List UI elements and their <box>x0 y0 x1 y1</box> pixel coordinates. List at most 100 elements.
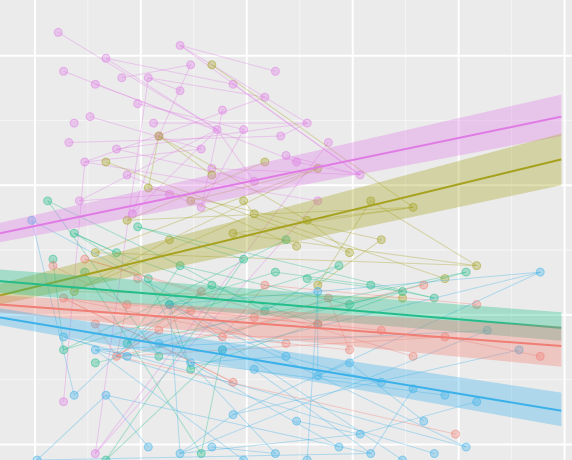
series-2-segment-22 <box>116 252 318 325</box>
series-0-point-6 <box>196 144 206 154</box>
series-2-segment-23 <box>349 271 467 305</box>
series-3-point-23 <box>228 377 238 387</box>
series-3-point-24 <box>450 429 460 439</box>
series-2-segment-11 <box>190 291 403 370</box>
series-4-segment-6 <box>253 368 372 454</box>
series-0-segment-13 <box>84 96 265 163</box>
series-1-point-20 <box>239 196 249 206</box>
series-0-segment-29 <box>132 129 218 215</box>
series-4-segment-21 <box>105 394 371 455</box>
series-3-segment-19 <box>327 297 351 351</box>
series-0-segment-31 <box>63 161 86 402</box>
series-0-point-18 <box>292 157 302 167</box>
series-0-point-37 <box>276 131 286 141</box>
series-1-segment-1 <box>147 135 160 188</box>
series-4-point-6 <box>249 364 259 374</box>
series-1-point-8 <box>249 209 259 219</box>
series-0-confidence-band <box>0 94 562 243</box>
series-0-point-19 <box>59 66 69 76</box>
series-2-point-9 <box>334 261 344 271</box>
series-1-segment-18 <box>306 219 350 254</box>
series-4-segment-5 <box>222 271 541 351</box>
series-4-point-19 <box>302 455 312 460</box>
series-2-point-5 <box>207 280 217 290</box>
series-3-fit <box>0 295 562 367</box>
series-2-point-29 <box>345 300 355 310</box>
series-1-segment-5 <box>370 200 477 267</box>
series-3-segment-17 <box>116 291 202 357</box>
series-0-point-7 <box>217 105 227 115</box>
series-3-point-17 <box>196 287 206 297</box>
series-3-point-20 <box>419 280 429 290</box>
series-0-segment-16 <box>211 167 361 176</box>
series-3-point-16 <box>133 274 143 284</box>
series-0-segment-24 <box>57 31 218 131</box>
series-4-segment-7 <box>31 219 287 357</box>
series-1-trend-line <box>0 158 562 297</box>
series-4-point-17 <box>239 455 249 460</box>
series-3-segment-9 <box>95 323 350 351</box>
series-0-segment-11 <box>179 44 308 124</box>
series-0-segment-36 <box>216 129 255 182</box>
series-1-segment-17 <box>190 200 297 247</box>
series-3-trend-line <box>0 303 562 347</box>
series-0-segment-25 <box>179 44 361 176</box>
series-3-point-6 <box>249 312 259 322</box>
series-1-point-1 <box>154 131 164 141</box>
series-0-segment-32 <box>94 200 319 454</box>
series-2-point-6 <box>239 254 249 264</box>
series-2-segment-28 <box>169 304 192 370</box>
series-4-point-30 <box>419 416 429 426</box>
series-1-point-23 <box>313 280 323 290</box>
series-3-point-0 <box>59 293 69 303</box>
series-3-point-2 <box>122 300 132 310</box>
series-4-point-27 <box>228 410 238 420</box>
series-4-segment-13 <box>360 401 477 435</box>
series-2-segment-4 <box>126 265 181 344</box>
series-0-point-21 <box>143 73 153 83</box>
series-0-point-36 <box>212 125 222 135</box>
series-4-segment-36 <box>169 271 541 306</box>
series-3-point-22 <box>112 351 122 361</box>
series-3-point-7 <box>281 338 291 348</box>
series-4-segment-18 <box>190 362 276 454</box>
series-3-point-15 <box>80 254 90 264</box>
series-4-segment-24 <box>169 304 467 448</box>
series-0-segment-23 <box>105 57 234 85</box>
series-0-point-1 <box>90 79 100 89</box>
series-0-segment-1 <box>95 83 218 131</box>
series-3-point-21 <box>48 261 58 271</box>
series-1-point-17 <box>292 241 302 251</box>
series-4-segment-14 <box>105 394 149 448</box>
series-0-point-13 <box>80 157 90 167</box>
series-3-point-11 <box>408 351 418 361</box>
series-3-segment-24 <box>116 355 456 435</box>
series-0-point-24 <box>53 27 63 37</box>
series-0-point-2 <box>112 144 122 154</box>
series-4-point-21 <box>366 449 376 459</box>
series-0-point-39 <box>117 73 127 83</box>
series-4-segment-2 <box>63 336 128 357</box>
series-0-point-38 <box>64 138 74 148</box>
series-4-segment-8 <box>317 375 382 383</box>
series-4-point-20 <box>334 442 344 452</box>
series-0-point-22 <box>186 60 196 70</box>
series-1-segment-0 <box>105 161 350 254</box>
series-2-segment-16 <box>47 200 160 357</box>
series-4-segment-33 <box>168 304 181 454</box>
series-2-fit <box>0 269 562 341</box>
series-1-segment-7 <box>190 167 318 202</box>
series-2-segment-18 <box>105 349 223 460</box>
series-4-point-22 <box>398 455 408 460</box>
series-1-point-13 <box>376 235 386 245</box>
series-2-point-21 <box>260 306 270 316</box>
series-4-segment-37 <box>37 453 371 460</box>
series-0-segment-3 <box>137 103 244 131</box>
series-4-point-9 <box>345 358 355 368</box>
series-1-point-10 <box>408 202 418 212</box>
series-0-segment-33 <box>84 161 318 202</box>
series-1-segment-9 <box>158 135 308 221</box>
series-2-segment-25 <box>200 349 223 454</box>
